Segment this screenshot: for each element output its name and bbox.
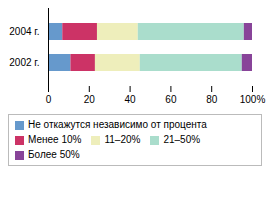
svg-text:40: 40 [125, 94, 137, 105]
svg-text:0: 0 [46, 94, 52, 105]
svg-text:2002 г.: 2002 г. [9, 57, 39, 68]
html-text:Более 50%: Более 50% [28, 149, 80, 160]
svg-text:100%: 100% [240, 94, 266, 105]
html-text:11–20%: 11–20% [104, 134, 141, 145]
html-text:Не откажутся независимо от про: Не откажутся независимо от процента [28, 119, 207, 130]
svg-text:20: 20 [84, 94, 96, 105]
html-text:Менее 10%: Менее 10% [28, 134, 82, 145]
svg-text:80: 80 [206, 94, 218, 105]
html-text:21–50%: 21–50% [163, 134, 201, 145]
svg-text:60: 60 [165, 94, 177, 105]
svg-text:2004 г.: 2004 г. [9, 26, 39, 37]
